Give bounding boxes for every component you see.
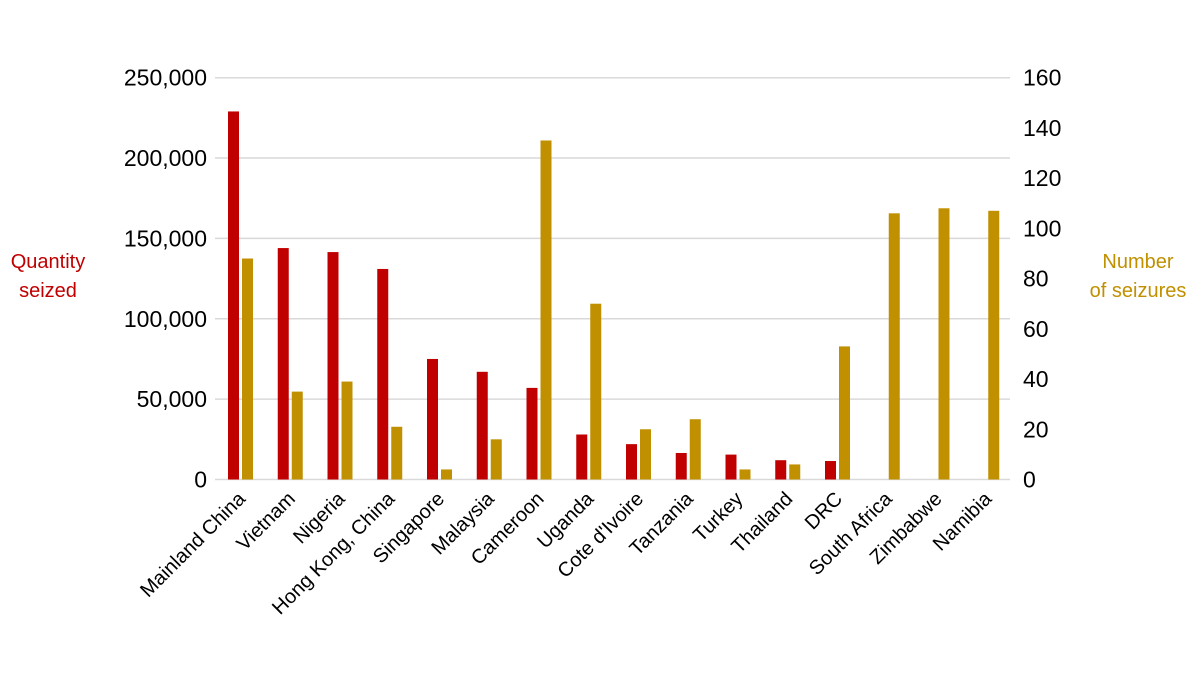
bar-quantity-seized [626, 444, 637, 480]
right-tick-label: 0 [1023, 467, 1036, 493]
right-tick-label: 120 [1023, 165, 1061, 191]
bar-number-of-seizures [540, 140, 552, 480]
bar-quantity-seized [277, 248, 289, 480]
bar-number-of-seizures [789, 464, 801, 480]
bars [228, 111, 1000, 480]
bar-number-of-seizures [242, 258, 253, 480]
bar-quantity-seized [825, 461, 836, 480]
bar-number-of-seizures [391, 426, 403, 480]
bar-number-of-seizures [938, 208, 950, 480]
bar-quantity-seized [526, 387, 538, 480]
bar-quantity-seized [725, 454, 737, 480]
left-axis-ticks: 0 50,000 100,000 150,000 200,000 250,000 [124, 65, 207, 493]
bar-quantity-seized [775, 460, 787, 480]
left-axis-label-line2: seized [19, 280, 77, 302]
right-tick-label: 140 [1023, 115, 1061, 141]
left-tick-label: 250,000 [124, 65, 207, 91]
x-tick-label: DRC [801, 488, 847, 534]
bar-number-of-seizures [590, 303, 602, 480]
right-tick-label: 40 [1023, 366, 1049, 392]
right-tick-label: 100 [1023, 215, 1061, 241]
right-tick-label: 160 [1023, 65, 1061, 91]
bar-number-of-seizures [640, 429, 651, 480]
bar-number-of-seizures [441, 469, 452, 480]
bar-quantity-seized [427, 358, 438, 480]
bar-quantity-seized [228, 111, 239, 480]
x-tick-label: Mainland China [136, 487, 250, 601]
right-tick-label: 60 [1023, 316, 1049, 342]
left-tick-label: 50,000 [137, 386, 207, 412]
left-axis-label-line1: Quantity [11, 251, 85, 273]
left-tick-label: 200,000 [124, 145, 207, 171]
left-tick-label: 150,000 [124, 225, 207, 251]
bar-quantity-seized [476, 371, 488, 480]
right-axis-label-line2: of seizures [1090, 280, 1187, 302]
bar-quantity-seized [377, 268, 389, 480]
right-axis-label-line1: Number [1102, 251, 1173, 273]
bar-number-of-seizures [291, 391, 303, 480]
right-tick-label: 80 [1023, 266, 1049, 292]
bar-number-of-seizures [490, 439, 502, 480]
bar-number-of-seizures [839, 346, 850, 480]
left-tick-label: 0 [194, 467, 207, 493]
bar-number-of-seizures [739, 469, 751, 480]
bar-quantity-seized [327, 252, 339, 480]
bar-number-of-seizures [888, 213, 900, 480]
right-tick-label: 20 [1023, 416, 1049, 442]
left-tick-label: 100,000 [124, 306, 207, 332]
bar-quantity-seized [675, 452, 687, 480]
bar-number-of-seizures [341, 381, 353, 480]
bar-quantity-seized [576, 434, 588, 480]
right-axis-ticks: 0 20 40 60 80 100 120 140 160 [1023, 65, 1061, 493]
bar-number-of-seizures [988, 210, 1000, 480]
bar-number-of-seizures [689, 419, 701, 480]
